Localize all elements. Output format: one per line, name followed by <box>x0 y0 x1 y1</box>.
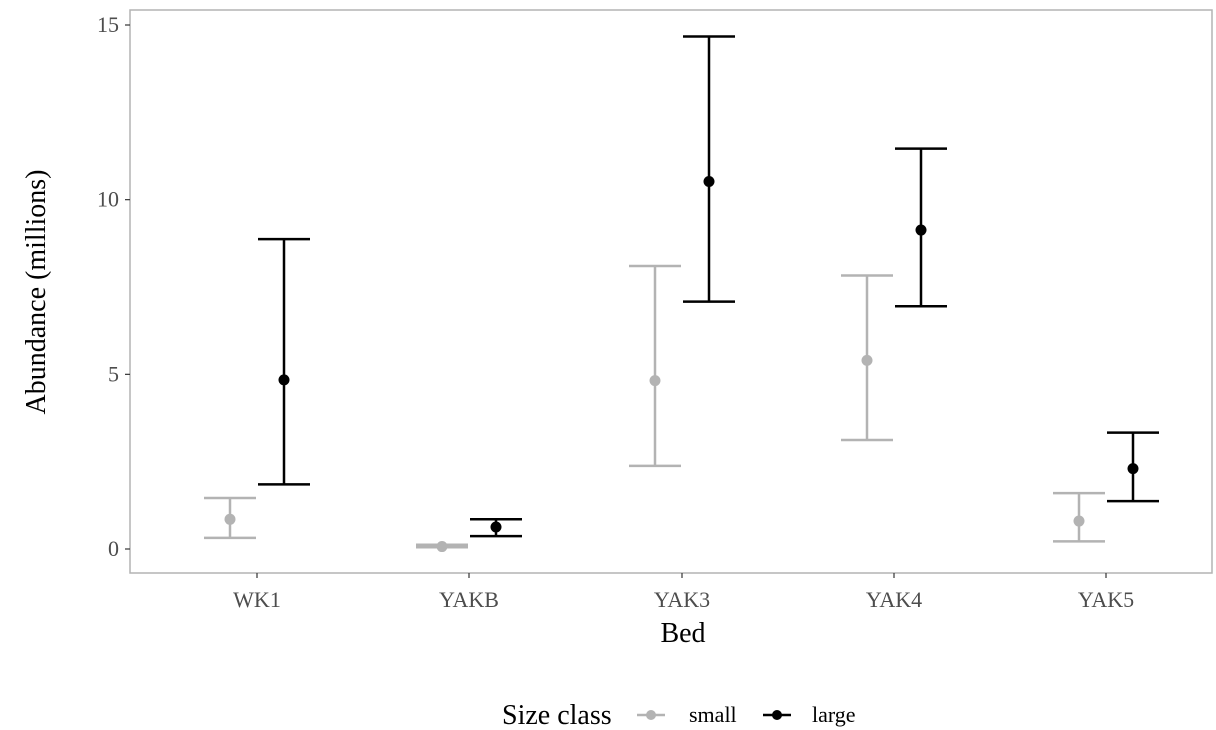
x-tick-label-0: WK1 <box>233 587 281 612</box>
errorbar-small-YAK3 <box>629 264 681 468</box>
point-large-YAK4 <box>915 224 927 236</box>
point-large-YAKB <box>490 521 502 533</box>
y-tick-label-1: 5 <box>108 361 119 386</box>
legend-key-large <box>763 710 791 720</box>
x-tick-label-2: YAK3 <box>654 587 710 612</box>
legend-label-small: small <box>689 702 737 727</box>
y-tick-label-2: 10 <box>97 187 119 212</box>
x-tick-label-3: YAK4 <box>866 587 922 612</box>
y-axis-title: Abundance (millions) <box>21 170 52 415</box>
point-small-WK1 <box>224 513 236 525</box>
point-small-YAK5 <box>1073 515 1085 527</box>
y-axis: 0 5 10 15 <box>97 12 130 561</box>
data-marks <box>204 35 1159 553</box>
legend-label-large: large <box>812 702 856 727</box>
y-tick-label-0: 0 <box>108 536 119 561</box>
x-axis: WK1 YAKB YAK3 YAK4 YAK5 <box>233 573 1134 612</box>
x-tick-label-4: YAK5 <box>1078 587 1134 612</box>
errorbar-large-WK1 <box>258 237 310 486</box>
errorbar-large-YAK3 <box>683 35 735 303</box>
legend-title: Size class <box>502 700 612 730</box>
point-small-YAK4 <box>861 354 873 366</box>
legend: Size class small large <box>502 700 856 730</box>
x-tick-label-1: YAKB <box>439 587 499 612</box>
plot-panel <box>129 9 1213 574</box>
x-axis-title: Bed <box>660 618 705 649</box>
point-small-YAKB <box>436 541 448 553</box>
point-small-YAK3 <box>649 375 661 387</box>
legend-key-small <box>637 710 665 720</box>
y-tick-label-3: 15 <box>97 12 119 37</box>
point-large-YAK5 <box>1127 463 1139 475</box>
point-large-YAK3 <box>703 176 715 188</box>
point-large-WK1 <box>278 374 290 386</box>
